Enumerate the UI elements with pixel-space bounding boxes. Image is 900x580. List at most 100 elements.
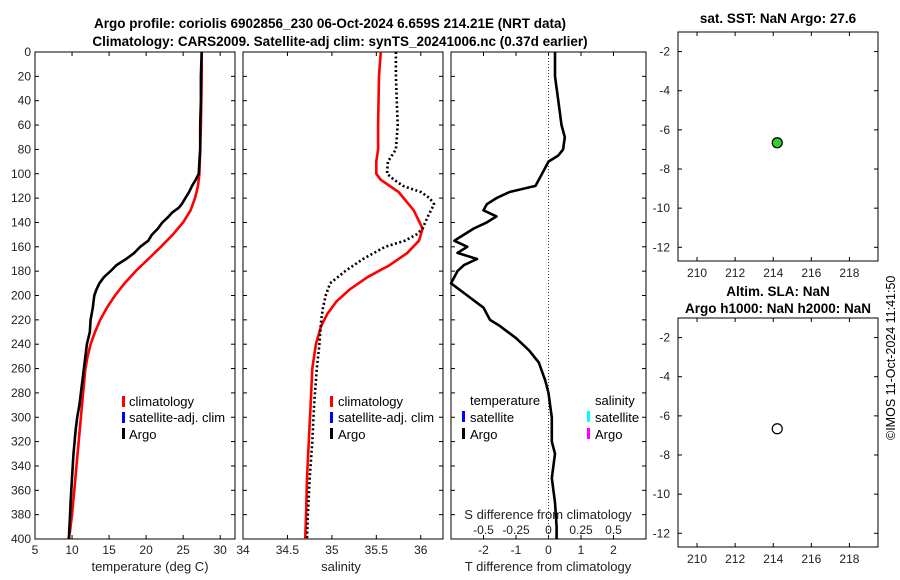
map_sla-xtick-label: 216 bbox=[801, 552, 821, 566]
temperature-series-argo bbox=[67, 51, 203, 539]
s-diff-tick-label: -0.5 bbox=[473, 523, 494, 537]
legend-t-argo-swatch bbox=[462, 428, 465, 439]
legend-climatology-label: climatology bbox=[129, 394, 195, 409]
map_sst-ytick-label: -2 bbox=[659, 45, 670, 59]
legend-s-satellite-swatch bbox=[587, 411, 590, 422]
legend-argo-label: Argo bbox=[129, 427, 156, 442]
salinity-xtick-label: 36 bbox=[414, 543, 428, 557]
depth-tick-label: 300 bbox=[11, 410, 31, 424]
t-difference-xlabel: T difference from climatology bbox=[465, 559, 632, 574]
depth-tick-label: 180 bbox=[11, 264, 31, 278]
legend-satellite-swatch bbox=[122, 412, 125, 423]
depth-tick-label: 240 bbox=[11, 337, 31, 351]
temperature-xtick-label: 10 bbox=[65, 543, 79, 557]
difference-xtick-label: 2 bbox=[610, 543, 617, 557]
legend-t-satellite-swatch bbox=[462, 411, 465, 422]
map_sla-xtick-label: 214 bbox=[763, 552, 783, 566]
depth-tick-label: 160 bbox=[11, 240, 31, 254]
map_sla-xtick-label: 212 bbox=[725, 552, 745, 566]
depth-tick-label: 60 bbox=[18, 118, 32, 132]
map_sla-ytick-label: -6 bbox=[659, 409, 670, 423]
map_sla-ytick-label: -4 bbox=[659, 370, 670, 384]
figure-title-line1: Argo profile: coriolis 6902856_230 06-Oc… bbox=[94, 16, 566, 31]
legend-t-argo-label: Argo bbox=[470, 427, 497, 442]
depth-tick-label: 0 bbox=[24, 45, 31, 59]
legend-s-satellite-label: satellite bbox=[595, 410, 639, 425]
sla-map-title-line2: Argo h1000: NaN h2000: NaN bbox=[685, 301, 871, 316]
map_sla-ytick-label: -2 bbox=[659, 331, 670, 345]
s-diff-tick-label: 0.5 bbox=[605, 523, 622, 537]
legend-argo-swatch bbox=[122, 428, 125, 439]
sal-legend-argo-swatch bbox=[330, 428, 333, 439]
sal-legend-argo-label: Argo bbox=[338, 427, 365, 442]
salinity-series-climatology bbox=[303, 51, 424, 540]
temperature-xlabel: temperature (deg C) bbox=[91, 559, 208, 574]
sst-map-panel: sat. SST: NaN Argo: 27.6 210 212 214 216 218… bbox=[653, 11, 879, 280]
depth-tick-label: 20 bbox=[18, 69, 32, 83]
salinity-xtick-label: 34 bbox=[236, 543, 250, 557]
map_sst-xtick-label: 216 bbox=[801, 266, 821, 280]
map_sst-ytick-label: -8 bbox=[659, 162, 670, 176]
salinity-xlabel: salinity bbox=[321, 559, 361, 574]
legend-s-argo-label: Argo bbox=[595, 427, 622, 442]
imos-timestamp: ©IMOS 11-Oct-2024 11:41:50 bbox=[884, 276, 898, 440]
legend-satellite-label: satellite-adj. clim bbox=[129, 410, 225, 425]
legend-s-argo-swatch bbox=[587, 428, 590, 439]
depth-tick-label: 120 bbox=[11, 191, 31, 205]
salinity-xtick-label: 35.5 bbox=[365, 543, 389, 557]
map_sla-xtick-label: 210 bbox=[687, 552, 707, 566]
depth-tick-label: 380 bbox=[11, 508, 31, 522]
map_sla-ytick-label: -10 bbox=[653, 487, 671, 501]
difference-xtick-label: 1 bbox=[578, 543, 585, 557]
depth-tick-label: 360 bbox=[11, 483, 31, 497]
sal-legend-satellite-swatch bbox=[330, 412, 333, 423]
difference-xtick-label: 0 bbox=[545, 543, 552, 557]
depth-tick-label: 400 bbox=[11, 532, 31, 546]
difference-xtick-label: -2 bbox=[478, 543, 489, 557]
depth-tick-label: 220 bbox=[11, 313, 31, 327]
depth-tick-label: 260 bbox=[11, 362, 31, 376]
depth-tick-label: 340 bbox=[11, 459, 31, 473]
s-diff-tick-label: 0.25 bbox=[569, 523, 593, 537]
difference-series-argo-t-difference bbox=[449, 52, 567, 539]
map_sst-ytick-label: -4 bbox=[659, 84, 670, 98]
salinity-series-argo bbox=[305, 52, 436, 540]
salinity-legend: climatology satellite-adj. clim Argo bbox=[330, 394, 434, 442]
depth-tick-label: 280 bbox=[11, 386, 31, 400]
depth-tick-label: 80 bbox=[18, 142, 32, 156]
legend-climatology-swatch bbox=[122, 396, 125, 407]
map_sst-xtick-label: 212 bbox=[725, 266, 745, 280]
legend-salinity-heading: salinity bbox=[595, 393, 635, 408]
temperature-xtick-label: 15 bbox=[102, 543, 116, 557]
difference-panel: -2 -1 0 1 2-0.5 -0.25 0 0.25 0.5 S difference fr… bbox=[449, 51, 647, 574]
argo-position-marker bbox=[771, 423, 783, 435]
s-difference-label: S difference from climatology bbox=[464, 507, 632, 522]
depth-tick-label: 320 bbox=[11, 435, 31, 449]
difference-legend: temperature satellite Argo salinity sate… bbox=[462, 393, 639, 442]
argo-position-marker bbox=[771, 137, 783, 149]
legend-temperature-heading: temperature bbox=[470, 393, 540, 408]
map_sst-ytick-label: -12 bbox=[653, 240, 671, 254]
sal-legend-climatology-swatch bbox=[330, 396, 333, 407]
sla-map-panel: Altim. SLA: NaN Argo h1000: NaN h2000: N… bbox=[653, 284, 879, 566]
map_sst-xtick-label: 210 bbox=[687, 266, 707, 280]
map_sla-xtick-label: 218 bbox=[839, 552, 859, 566]
temperature-xtick-label: 20 bbox=[139, 543, 153, 557]
map_sst-xtick-label: 214 bbox=[763, 266, 783, 280]
sal-legend-climatology-label: climatology bbox=[338, 394, 404, 409]
difference-xtick-label: -1 bbox=[511, 543, 522, 557]
temperature-xtick-label: 5 bbox=[32, 543, 39, 557]
temperature-series-climatology bbox=[67, 52, 203, 540]
map_sst-ytick-label: -10 bbox=[653, 201, 671, 215]
temperature-legend: climatology satellite-adj. clim Argo bbox=[122, 394, 225, 442]
map_sst-ytick-label: -6 bbox=[659, 123, 670, 137]
map_sla-ytick-label: -12 bbox=[653, 526, 671, 540]
sla-map-title-line1: Altim. SLA: NaN bbox=[726, 284, 830, 299]
temperature-xtick-label: 25 bbox=[176, 543, 190, 557]
temperature-panel: 0 20 40 60 80 100 120 140 160 180 200 220 240 260 280 3… bbox=[11, 45, 236, 574]
salinity-xtick-label: 35 bbox=[325, 543, 339, 557]
map_sla-ytick-label: -8 bbox=[659, 448, 670, 462]
figure-title-line2: Climatology: CARS2009. Satellite-adj cli… bbox=[92, 34, 587, 49]
depth-tick-label: 40 bbox=[18, 94, 32, 108]
salinity-panel: 34 34.5 35 35.5 36 salinity climatology sate… bbox=[236, 51, 444, 574]
